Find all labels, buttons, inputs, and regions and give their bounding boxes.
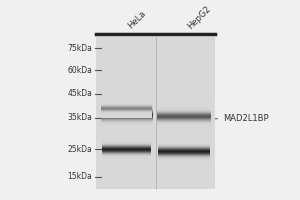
Bar [97,37,215,189]
Text: 60kDa: 60kDa [67,66,92,75]
Text: HepG2: HepG2 [186,4,212,31]
Text: 45kDa: 45kDa [67,89,92,98]
Text: 35kDa: 35kDa [67,113,92,122]
Text: 15kDa: 15kDa [67,172,92,181]
Text: 75kDa: 75kDa [67,44,92,53]
Text: MAD2L1BP: MAD2L1BP [215,114,268,123]
Text: 25kDa: 25kDa [67,145,92,154]
Text: HeLa: HeLa [126,9,148,31]
